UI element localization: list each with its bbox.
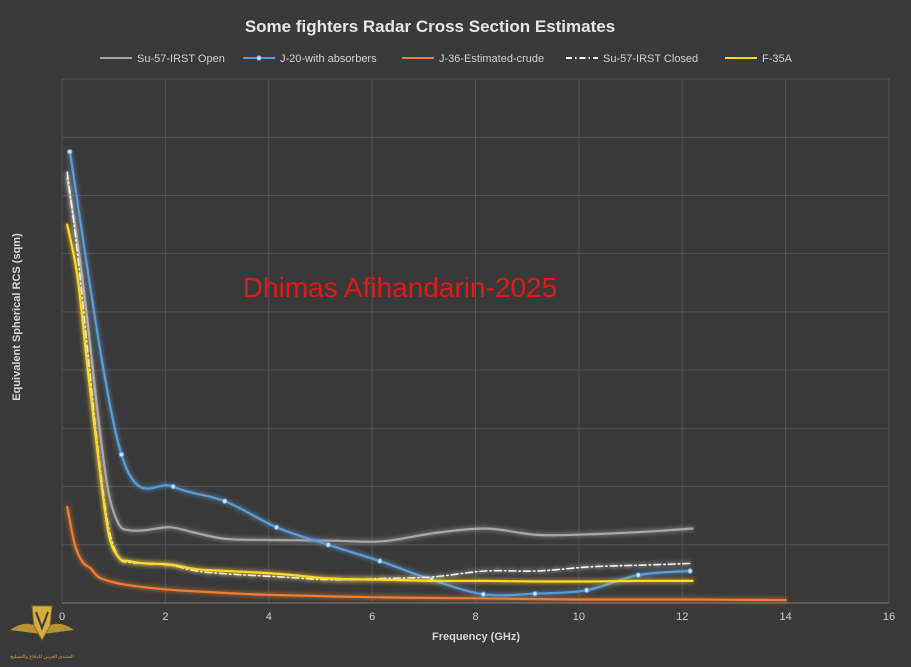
chart-title: Some fighters Radar Cross Section Estima… — [245, 17, 615, 36]
legend-label: J-20-with absorbers — [280, 53, 377, 65]
x-tick-label: 0 — [59, 611, 65, 623]
y-axis-title: Equivalent Spherical RCS (sqm) — [11, 233, 23, 401]
series-marker — [532, 590, 538, 597]
series-marker — [480, 591, 487, 598]
gridlines — [61, 78, 890, 604]
logo-shield — [31, 605, 53, 642]
forum-logo: المنتدى العربي للدفاع والتسليح — [10, 605, 74, 660]
series-marker — [635, 572, 642, 578]
legend-marker — [256, 55, 262, 61]
x-tick-label: 8 — [472, 611, 478, 623]
series-marker — [118, 451, 125, 458]
logo-wing-left — [10, 623, 40, 634]
x-tick-label: 12 — [676, 611, 688, 623]
logo-v-mark — [35, 611, 49, 631]
series-line-1 — [68, 150, 692, 597]
series-layer — [66, 148, 787, 602]
series-marker — [687, 568, 693, 574]
x-tick-label: 6 — [369, 611, 375, 623]
legend-label: J-36-Estimated-crude — [439, 53, 544, 65]
series-marker — [66, 148, 73, 155]
x-tick-label: 14 — [780, 611, 792, 623]
x-tick-label: 10 — [573, 611, 585, 623]
series-marker — [377, 558, 383, 564]
legend: Su-57-IRST Open J-20-with absorbers J-36-E… — [100, 53, 793, 65]
series-marker — [273, 524, 280, 531]
legend-label: Su-57-IRST Open — [137, 53, 225, 65]
series-line-2 — [66, 505, 787, 602]
x-tick-label: 4 — [266, 611, 272, 623]
logo-wing-right — [44, 623, 74, 634]
axes: 0 2 4 6 8 10 12 14 16 — [59, 602, 895, 623]
series-line-0 — [66, 176, 694, 543]
x-axis-title: Frequency (GHz) — [432, 631, 520, 643]
x-tick-label: 2 — [162, 611, 168, 623]
series-line-4 — [66, 223, 694, 583]
logo-caption: المنتدى العربي للدفاع والتسليح — [10, 654, 74, 660]
series-marker — [583, 587, 590, 593]
legend-label: F-35A — [762, 53, 793, 65]
series-line-3 — [66, 171, 694, 581]
series-marker — [170, 483, 176, 490]
legend-label: Su-57-IRST Closed — [603, 53, 698, 65]
watermark-text: Dhimas Afihandarin-2025 — [243, 272, 557, 303]
series-marker — [325, 541, 331, 548]
series-marker — [222, 498, 228, 504]
x-tick-label: 16 — [883, 611, 895, 623]
